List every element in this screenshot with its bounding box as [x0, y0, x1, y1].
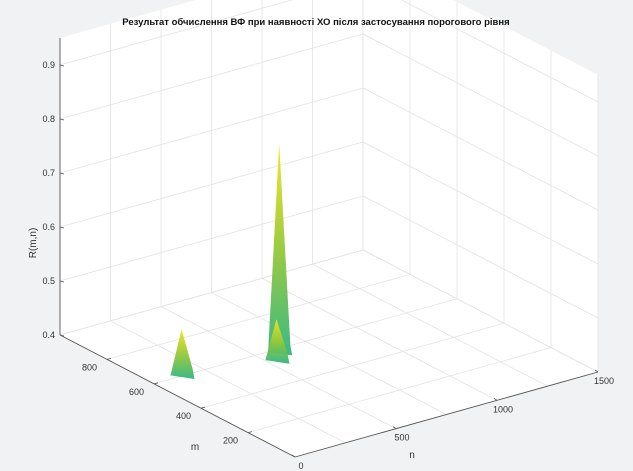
x-tick-label: 1000 — [493, 404, 513, 414]
x-axis-line — [294, 371, 599, 458]
z-tick-mark — [59, 334, 65, 337]
x-tick-label: 1500 — [594, 376, 614, 386]
grid-floor-m — [153, 298, 458, 385]
grid-right-z — [400, 0, 599, 103]
y-tick-label: 600 — [129, 387, 144, 397]
grid-back-z — [59, 33, 364, 120]
x-tick-mark — [594, 369, 599, 373]
y-tick-mark — [153, 382, 159, 385]
z-tick-label: 0.6 — [42, 222, 55, 232]
grid-floor-m — [247, 347, 552, 433]
x-tick-mark — [493, 398, 498, 401]
right-wall-pane — [363, 0, 598, 372]
tick-labels: 0 500 1000 1500 200 400 600 800 0.4 0.5 0.6 0.7 0.8 0… — [42, 60, 614, 471]
z-tick-label: 0.8 — [42, 114, 55, 124]
y-tick-label: 800 — [82, 362, 97, 372]
surface-peaks — [170, 143, 293, 379]
y-tick-label: 400 — [176, 411, 191, 421]
x-tick-mark — [392, 426, 397, 429]
y-tick-label: 200 — [223, 436, 238, 446]
grid-floor-m — [106, 274, 411, 360]
grid-floor-n — [211, 292, 447, 415]
grid-back-z — [59, 195, 364, 282]
z-tick-mark — [59, 64, 65, 67]
x-tick-label: 0 — [298, 461, 303, 471]
grid-right-z — [362, 195, 599, 319]
grid-back-z — [59, 0, 294, 66]
z-tick-mark — [59, 280, 65, 283]
grid-back-z — [59, 87, 364, 174]
z-tick-mark — [59, 118, 65, 121]
surface-peak — [268, 143, 293, 356]
grid-right-z — [362, 87, 599, 211]
grid-back-z — [59, 249, 364, 336]
chart-title: Результат обчислення ВФ при наявності ХО… — [122, 17, 509, 28]
z-tick-mark — [59, 172, 65, 175]
z-tick-mark — [59, 226, 65, 229]
grid-floor-n — [160, 306, 397, 430]
y-axis-line — [59, 334, 296, 458]
z-tick-label: 0.7 — [42, 168, 55, 178]
y-tick-mark — [200, 406, 206, 409]
x-tick-mark — [291, 454, 296, 458]
y-tick-mark — [106, 358, 112, 360]
x-tick-label: 500 — [394, 433, 409, 443]
axis-lines — [59, 38, 599, 458]
grid-right-z — [362, 141, 599, 265]
y-axis-label: m — [191, 442, 199, 453]
grid-right-z — [362, 33, 599, 157]
z-axis-label: R(m,n) — [28, 228, 39, 259]
grid-floor-n — [312, 263, 548, 387]
surface-peak — [170, 329, 195, 379]
grid-back-z — [59, 141, 364, 228]
z-tick-label: 0.9 — [42, 60, 55, 70]
z-tick-label: 0.4 — [42, 330, 55, 340]
y-tick-mark — [247, 431, 253, 433]
x-axis-label: n — [409, 450, 415, 461]
grid-floor-n — [110, 320, 346, 444]
z-tick-label: 0.5 — [42, 276, 55, 286]
grid-floor-m — [200, 322, 505, 409]
grid-floor-n — [261, 277, 498, 401]
grid-right-z — [362, 249, 599, 373]
surface-peak — [265, 319, 290, 364]
